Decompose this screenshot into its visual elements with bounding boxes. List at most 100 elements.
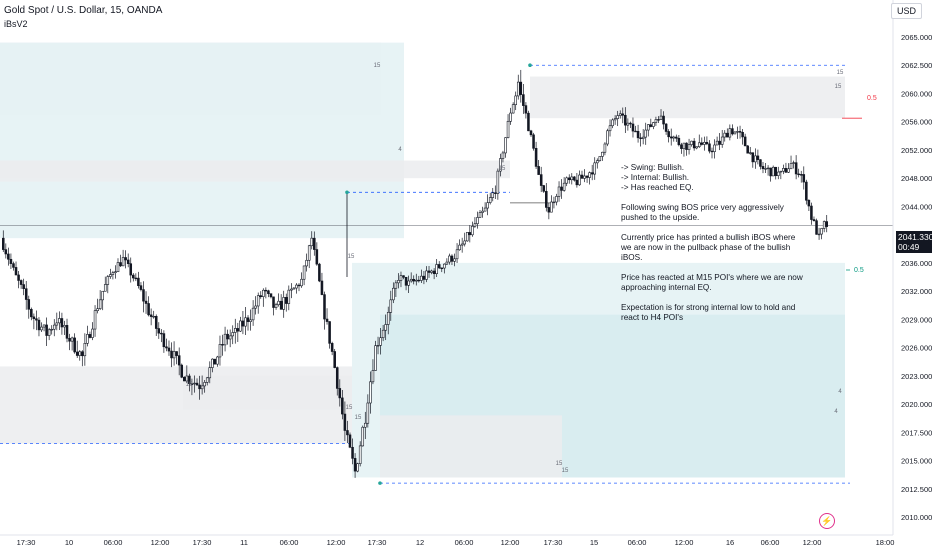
candle [792,160,795,169]
candle [1,230,5,253]
candle [590,164,594,181]
candle [228,329,232,348]
candle [310,231,314,250]
candle [782,164,785,175]
candle [779,170,783,180]
candle [14,261,18,276]
candle [519,69,523,103]
candle [330,341,334,356]
candle [198,375,201,400]
candle [244,306,247,336]
candle [723,130,727,142]
candle [710,147,714,159]
candle [154,314,158,337]
candle [664,123,668,135]
candle [608,119,612,137]
candle [759,159,762,170]
candle [251,300,255,326]
candle [356,462,359,473]
price-tick-label: 2023.000 [901,372,932,381]
candle [539,166,543,193]
structure-levels [0,63,893,485]
candle [774,166,778,180]
candle [797,168,800,178]
time-axis[interactable]: 17:30 10 06:00 12:00 17:30 11 06:00 12:00 17:30 1… [0,534,894,547]
candle [593,157,597,180]
candle [708,140,711,154]
candle [124,250,127,269]
zone-label: 15 [348,254,355,260]
candle [185,365,189,384]
candle [86,325,89,347]
time-tick-label: 06:00 [628,538,647,547]
candle [68,333,71,351]
candle [353,453,357,478]
zone-label: 15 [186,382,193,388]
analysis-note: -> Swing: Bullish. -> Internal: Bullish.… [621,163,803,322]
candle [598,156,602,162]
candle [157,322,161,339]
time-tick-label: 16 [726,538,734,547]
candle [626,118,630,131]
candle [91,322,94,341]
candle [652,121,655,130]
candle [483,202,487,212]
candle [618,110,622,119]
price-tick-label: 2026.000 [901,344,932,353]
candle [687,138,691,155]
candle [239,316,242,333]
candle [685,142,688,156]
candle [565,176,568,187]
candle [534,141,538,170]
candle [764,162,767,174]
price-tick-label: 2062.500 [901,61,932,70]
candle [657,116,660,124]
candle [422,270,426,285]
candle [425,266,428,283]
candle [318,262,321,283]
price-axis[interactable]: 2065.000 2062.500 2060.000 2056.000 2052.000… [892,0,932,550]
zone-label: 15 [499,166,506,172]
candle [35,310,38,331]
candle [409,272,413,283]
candle [677,134,681,147]
candle [249,309,252,331]
candle [70,336,74,351]
currency-button[interactable]: USD [890,3,922,19]
candle [527,110,530,132]
candle [761,161,765,174]
candle [116,258,120,273]
time-tick-label: 06:00 [761,538,780,547]
price-tick-label: 2015.000 [901,457,932,466]
indicator-label[interactable]: iBsV2 [4,19,28,29]
candle [42,324,46,332]
candle [529,129,533,137]
candle [200,375,204,395]
candle [478,209,482,218]
candle [669,128,673,146]
symbol-title[interactable]: Gold Spot / U.S. Dollar, 15, OANDA [4,5,163,16]
candle [641,129,645,145]
candle [766,165,770,176]
candle [817,227,821,240]
candle [552,196,556,209]
time-tick-label: 17:30 [544,538,563,547]
candle [188,373,191,392]
candle [437,261,441,269]
candle [208,361,212,384]
price-tick-label: 2010.000 [901,513,932,522]
candle [9,253,13,270]
candle [47,327,51,341]
candle [550,195,553,213]
price-tick-label: 2020.000 [901,400,932,409]
zone-low-zone-15 [183,375,352,410]
candle [560,179,563,199]
candle [114,265,117,279]
candle [320,272,324,296]
candle [662,111,665,130]
candle [295,283,298,294]
lightning-icon[interactable]: ⚡ [819,513,835,529]
candle [389,290,393,321]
